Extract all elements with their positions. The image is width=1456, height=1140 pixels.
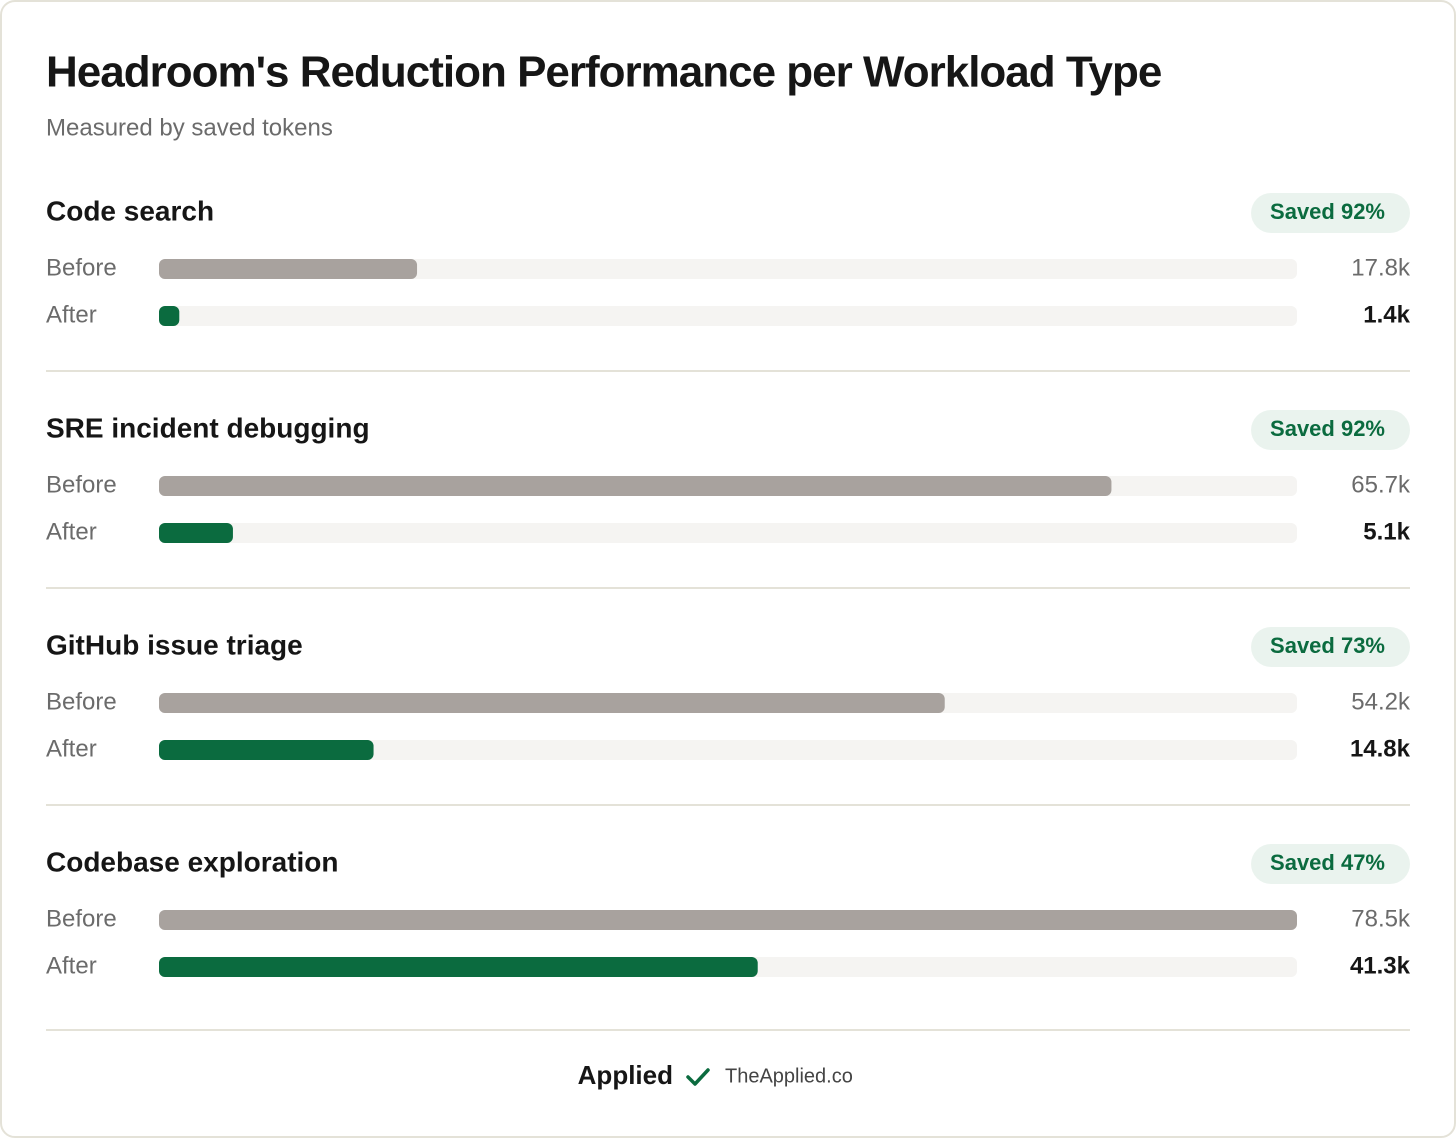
value-label: 17.8k xyxy=(1351,254,1411,281)
badge xyxy=(1251,627,1410,667)
badge-label: Saved 47% xyxy=(1270,850,1385,875)
bar xyxy=(159,910,1297,930)
series-label: Before xyxy=(46,471,117,498)
bar-track xyxy=(159,523,1297,543)
series-label: After xyxy=(46,518,97,545)
chart-subtitle: Measured by saved tokens xyxy=(46,114,333,141)
category-label: Codebase exploration xyxy=(46,846,339,877)
bar xyxy=(159,740,374,760)
series-label: Before xyxy=(46,688,117,715)
bar-track xyxy=(159,306,1297,326)
bar xyxy=(159,259,418,279)
series-label: After xyxy=(46,735,97,762)
badge-label: Saved 73% xyxy=(1270,633,1385,658)
check-icon xyxy=(686,1068,710,1086)
series-label: Before xyxy=(46,905,117,932)
value-label: 78.5k xyxy=(1351,905,1411,932)
series-label: Before xyxy=(46,254,117,281)
category-label: Code search xyxy=(46,195,214,226)
value-label: 54.2k xyxy=(1351,688,1411,715)
value-label: 14.8k xyxy=(1350,735,1411,762)
bar-track xyxy=(159,259,1297,279)
bar xyxy=(159,957,758,977)
series-label: After xyxy=(46,301,97,328)
chart-title: Headroom's Reduction Performance per Wor… xyxy=(46,48,1161,97)
value-label: 65.7k xyxy=(1351,471,1411,498)
badge-label: Saved 92% xyxy=(1270,416,1385,441)
badge xyxy=(1251,410,1410,450)
category-label: SRE incident debugging xyxy=(46,412,370,443)
value-label: 5.1k xyxy=(1363,518,1410,545)
badge-label: Saved 92% xyxy=(1270,199,1385,224)
badge xyxy=(1251,844,1410,884)
bar-track xyxy=(159,740,1297,760)
bar xyxy=(159,523,233,543)
bar xyxy=(159,306,180,326)
bar xyxy=(159,476,1112,496)
footer-site: TheApplied.co xyxy=(725,1065,853,1087)
value-label: 1.4k xyxy=(1363,301,1410,328)
badge xyxy=(1251,193,1410,233)
series-label: After xyxy=(46,952,97,979)
value-label: 41.3k xyxy=(1350,952,1411,979)
category-label: GitHub issue triage xyxy=(46,629,303,660)
footer-brand: Applied xyxy=(578,1060,673,1090)
bar xyxy=(159,693,945,713)
